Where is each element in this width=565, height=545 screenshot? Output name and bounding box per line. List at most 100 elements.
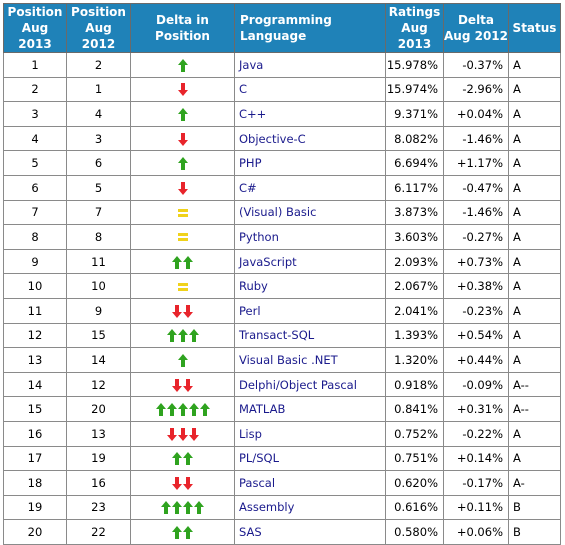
status-cell: A	[508, 248, 561, 275]
rating-cell: 6.117%	[385, 174, 444, 201]
rating-cell: 2.093%	[385, 248, 444, 275]
up-arrow-icon	[172, 255, 182, 269]
position-2013-cell: 6	[3, 174, 67, 201]
down-arrow-icon	[183, 304, 193, 318]
position-2013-cell: 20	[3, 519, 67, 545]
table-row: 17 19 PL/SQL 0.751% +0.14% A	[3, 445, 561, 472]
rating-cell: 15.978%	[385, 52, 444, 78]
language-cell[interactable]: C#	[234, 174, 386, 201]
table-row: 15 20 MATLAB 0.841% +0.31% A--	[3, 396, 561, 422]
position-2013-cell: 3	[3, 101, 67, 127]
down-arrow-icon	[166, 427, 177, 441]
up-arrow-icon	[166, 329, 177, 343]
equal-icon	[177, 282, 188, 291]
language-cell[interactable]: C++	[234, 101, 386, 127]
language-cell[interactable]: (Visual) Basic	[234, 199, 386, 226]
equal-icon	[177, 233, 188, 242]
header-row: Position Aug 2013 Position Aug 2012 Delt…	[3, 3, 561, 53]
delta-position-cell	[130, 371, 235, 398]
rating-cell: 0.751%	[385, 445, 444, 472]
table-row: 11 9 Perl 2.041% -0.23% A	[3, 297, 561, 324]
delta-icons	[177, 157, 188, 171]
up-arrow-icon	[194, 501, 204, 515]
position-2012-cell: 1	[66, 76, 131, 103]
delta-position-cell	[130, 199, 235, 226]
delta-rating-cell: -2.96%	[443, 76, 509, 103]
language-cell[interactable]: Perl	[234, 297, 386, 324]
down-arrow-icon	[172, 304, 182, 318]
up-arrow-icon	[183, 255, 193, 269]
down-arrow-icon	[183, 378, 193, 392]
header-ratings-line1: Ratings	[388, 5, 441, 19]
language-cell[interactable]: SAS	[234, 519, 386, 545]
language-ranking-table: Position Aug 2013 Position Aug 2012 Delt…	[3, 3, 561, 545]
header-ratings: Ratings Aug 2013	[385, 3, 444, 53]
delta-rating-cell: -0.17%	[443, 470, 509, 496]
language-cell[interactable]: PL/SQL	[234, 445, 386, 472]
delta-rating-cell: +0.31%	[443, 396, 509, 422]
language-cell[interactable]: Delphi/Object Pascal	[234, 371, 386, 398]
header-position-2012-line2: Aug 2012	[81, 21, 116, 51]
delta-icons	[172, 304, 193, 318]
status-cell: A	[508, 199, 561, 226]
table-row: 12 15 Transact-SQL 1.393% +0.54% A	[3, 322, 561, 349]
down-arrow-icon	[183, 476, 193, 490]
position-2013-cell: 19	[3, 494, 67, 521]
delta-rating-cell: +0.54%	[443, 322, 509, 349]
language-cell[interactable]: Assembly	[234, 494, 386, 521]
up-arrow-icon	[188, 403, 199, 417]
position-2012-cell: 13	[66, 420, 131, 447]
position-2012-cell: 3	[66, 125, 131, 152]
language-cell[interactable]: Objective-C	[234, 125, 386, 152]
ranking-table-container: Position Aug 2013 Position Aug 2012 Delt…	[3, 3, 561, 545]
down-arrow-icon	[172, 476, 182, 490]
delta-rating-cell: +0.11%	[443, 494, 509, 521]
language-cell[interactable]: Python	[234, 224, 386, 250]
language-cell[interactable]: JavaScript	[234, 248, 386, 275]
position-2013-cell: 14	[3, 371, 67, 398]
delta-rating-cell: +0.44%	[443, 347, 509, 373]
position-2012-cell: 19	[66, 445, 131, 472]
table-row: 7 7 (Visual) Basic 3.873% -1.46% A	[3, 199, 561, 226]
up-arrow-icon	[172, 526, 182, 540]
header-delta-line2: Aug 2012	[444, 29, 508, 43]
language-cell[interactable]: C	[234, 76, 386, 103]
delta-icons	[166, 427, 199, 441]
header-delta-in-position: Delta in Position	[130, 3, 235, 53]
language-cell[interactable]: Lisp	[234, 420, 386, 447]
up-arrow-icon	[183, 501, 193, 515]
status-cell: A	[508, 101, 561, 127]
up-arrow-icon	[177, 403, 188, 417]
delta-rating-cell: -0.47%	[443, 174, 509, 201]
rating-cell: 0.752%	[385, 420, 444, 447]
delta-icons	[177, 132, 188, 146]
rating-cell: 0.616%	[385, 494, 444, 521]
position-2012-cell: 4	[66, 101, 131, 127]
delta-rating-cell: -0.09%	[443, 371, 509, 398]
status-cell: A	[508, 76, 561, 103]
status-cell: A	[508, 347, 561, 373]
language-cell[interactable]: MATLAB	[234, 396, 386, 422]
up-arrow-icon	[177, 329, 188, 343]
table-row: 4 3 Objective-C 8.082% -1.46% A	[3, 125, 561, 152]
delta-position-cell	[130, 322, 235, 349]
rating-cell: 8.082%	[385, 125, 444, 152]
delta-rating-cell: -0.27%	[443, 224, 509, 250]
position-2012-cell: 14	[66, 347, 131, 373]
rating-cell: 0.620%	[385, 470, 444, 496]
up-arrow-icon	[172, 501, 182, 515]
language-cell[interactable]: Transact-SQL	[234, 322, 386, 349]
delta-position-cell	[130, 494, 235, 521]
language-cell[interactable]: Pascal	[234, 470, 386, 496]
header-position-2013-line1: Position	[7, 5, 63, 19]
delta-position-cell	[130, 125, 235, 152]
language-cell[interactable]: PHP	[234, 150, 386, 176]
status-cell: A	[508, 52, 561, 78]
position-2012-cell: 22	[66, 519, 131, 545]
table-row: 16 13 Lisp 0.752% -0.22% A	[3, 420, 561, 447]
position-2013-cell: 17	[3, 445, 67, 472]
down-arrow-icon	[177, 132, 188, 146]
language-cell[interactable]: Java	[234, 52, 386, 78]
language-cell[interactable]: Ruby	[234, 273, 386, 299]
language-cell[interactable]: Visual Basic .NET	[234, 347, 386, 373]
